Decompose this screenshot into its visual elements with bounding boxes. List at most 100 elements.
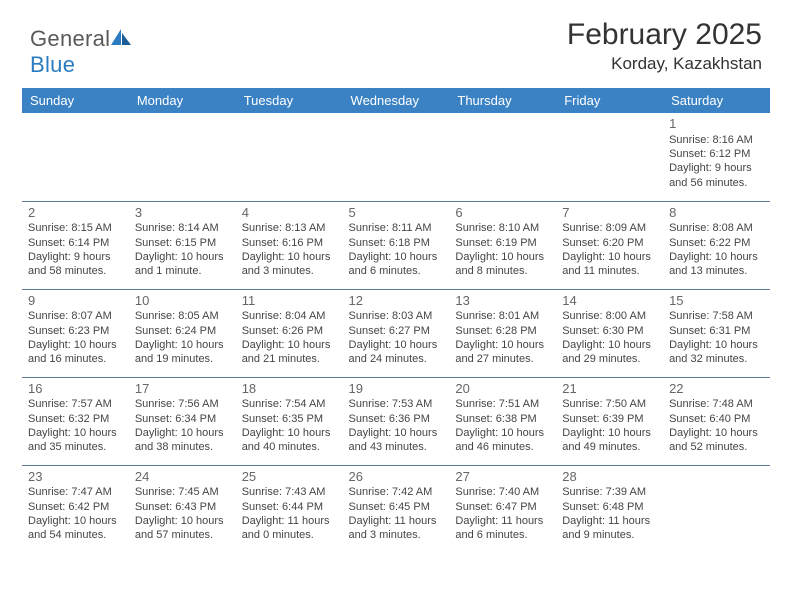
day-daylight1: Daylight: 10 hours	[135, 338, 230, 352]
day-daylight2: and 24 minutes.	[349, 352, 444, 366]
day-sunrise: Sunrise: 7:47 AM	[28, 485, 123, 499]
day-daylight2: and 49 minutes.	[562, 440, 657, 454]
day-daylight2: and 21 minutes.	[242, 352, 337, 366]
calendar-day-empty	[22, 113, 129, 201]
day-sunset: Sunset: 6:30 PM	[562, 324, 657, 338]
day-daylight1: Daylight: 10 hours	[455, 250, 550, 264]
day-daylight1: Daylight: 10 hours	[349, 338, 444, 352]
day-daylight1: Daylight: 10 hours	[562, 250, 657, 264]
day-number: 14	[562, 293, 657, 310]
day-sunrise: Sunrise: 8:01 AM	[455, 309, 550, 323]
day-sunrise: Sunrise: 7:42 AM	[349, 485, 444, 499]
calendar-day-empty	[236, 113, 343, 201]
calendar-day: 12Sunrise: 8:03 AMSunset: 6:27 PMDayligh…	[343, 289, 450, 377]
day-daylight2: and 29 minutes.	[562, 352, 657, 366]
day-number: 7	[562, 205, 657, 222]
day-number: 24	[135, 469, 230, 486]
sail-icon	[110, 28, 132, 46]
brand-logo: General Blue	[30, 18, 132, 78]
day-number: 19	[349, 381, 444, 398]
day-daylight2: and 0 minutes.	[242, 528, 337, 542]
day-sunset: Sunset: 6:27 PM	[349, 324, 444, 338]
day-number: 15	[669, 293, 764, 310]
day-daylight2: and 57 minutes.	[135, 528, 230, 542]
day-sunset: Sunset: 6:45 PM	[349, 500, 444, 514]
day-number: 10	[135, 293, 230, 310]
day-sunset: Sunset: 6:23 PM	[28, 324, 123, 338]
day-sunrise: Sunrise: 8:14 AM	[135, 221, 230, 235]
day-daylight2: and 32 minutes.	[669, 352, 764, 366]
day-number: 26	[349, 469, 444, 486]
weekday-header: Sunday	[22, 88, 129, 113]
day-daylight1: Daylight: 10 hours	[562, 338, 657, 352]
weekday-header: Tuesday	[236, 88, 343, 113]
calendar-day: 10Sunrise: 8:05 AMSunset: 6:24 PMDayligh…	[129, 289, 236, 377]
weekday-header: Friday	[556, 88, 663, 113]
day-daylight2: and 56 minutes.	[669, 176, 764, 190]
calendar-day-empty	[343, 113, 450, 201]
brand-name-a: General	[30, 26, 110, 51]
day-daylight2: and 13 minutes.	[669, 264, 764, 278]
day-number: 13	[455, 293, 550, 310]
day-number: 18	[242, 381, 337, 398]
day-daylight1: Daylight: 10 hours	[455, 426, 550, 440]
day-number: 5	[349, 205, 444, 222]
month-title: February 2025	[567, 18, 762, 52]
day-sunset: Sunset: 6:28 PM	[455, 324, 550, 338]
day-daylight2: and 6 minutes.	[349, 264, 444, 278]
day-sunset: Sunset: 6:47 PM	[455, 500, 550, 514]
day-daylight2: and 38 minutes.	[135, 440, 230, 454]
day-sunset: Sunset: 6:15 PM	[135, 236, 230, 250]
weekday-header: Monday	[129, 88, 236, 113]
day-sunrise: Sunrise: 7:53 AM	[349, 397, 444, 411]
calendar-day: 1Sunrise: 8:16 AMSunset: 6:12 PMDaylight…	[663, 113, 770, 201]
calendar-day: 13Sunrise: 8:01 AMSunset: 6:28 PMDayligh…	[449, 289, 556, 377]
calendar-day: 3Sunrise: 8:14 AMSunset: 6:15 PMDaylight…	[129, 201, 236, 289]
day-daylight1: Daylight: 10 hours	[349, 426, 444, 440]
day-daylight1: Daylight: 10 hours	[242, 426, 337, 440]
day-sunset: Sunset: 6:40 PM	[669, 412, 764, 426]
day-daylight2: and 11 minutes.	[562, 264, 657, 278]
calendar-day: 17Sunrise: 7:56 AMSunset: 6:34 PMDayligh…	[129, 377, 236, 465]
day-sunset: Sunset: 6:39 PM	[562, 412, 657, 426]
day-daylight2: and 16 minutes.	[28, 352, 123, 366]
calendar-day: 18Sunrise: 7:54 AMSunset: 6:35 PMDayligh…	[236, 377, 343, 465]
day-sunrise: Sunrise: 7:50 AM	[562, 397, 657, 411]
day-sunset: Sunset: 6:35 PM	[242, 412, 337, 426]
calendar-day: 23Sunrise: 7:47 AMSunset: 6:42 PMDayligh…	[22, 465, 129, 553]
day-daylight2: and 3 minutes.	[349, 528, 444, 542]
day-sunrise: Sunrise: 8:15 AM	[28, 221, 123, 235]
day-sunset: Sunset: 6:19 PM	[455, 236, 550, 250]
day-sunrise: Sunrise: 8:07 AM	[28, 309, 123, 323]
day-daylight1: Daylight: 10 hours	[669, 250, 764, 264]
day-daylight2: and 54 minutes.	[28, 528, 123, 542]
day-daylight2: and 27 minutes.	[455, 352, 550, 366]
day-daylight2: and 8 minutes.	[455, 264, 550, 278]
day-sunrise: Sunrise: 7:45 AM	[135, 485, 230, 499]
day-sunset: Sunset: 6:44 PM	[242, 500, 337, 514]
calendar-day: 2Sunrise: 8:15 AMSunset: 6:14 PMDaylight…	[22, 201, 129, 289]
day-number: 9	[28, 293, 123, 310]
calendar-day-empty	[129, 113, 236, 201]
calendar-day: 9Sunrise: 8:07 AMSunset: 6:23 PMDaylight…	[22, 289, 129, 377]
day-sunset: Sunset: 6:26 PM	[242, 324, 337, 338]
day-number: 16	[28, 381, 123, 398]
day-number: 27	[455, 469, 550, 486]
day-daylight2: and 58 minutes.	[28, 264, 123, 278]
day-daylight1: Daylight: 10 hours	[28, 514, 123, 528]
day-daylight2: and 1 minute.	[135, 264, 230, 278]
calendar-day: 26Sunrise: 7:42 AMSunset: 6:45 PMDayligh…	[343, 465, 450, 553]
day-daylight1: Daylight: 10 hours	[242, 338, 337, 352]
day-number: 21	[562, 381, 657, 398]
day-sunrise: Sunrise: 8:08 AM	[669, 221, 764, 235]
header: General Blue February 2025 Korday, Kazak…	[22, 18, 770, 84]
calendar-day: 16Sunrise: 7:57 AMSunset: 6:32 PMDayligh…	[22, 377, 129, 465]
day-daylight1: Daylight: 9 hours	[669, 161, 764, 175]
day-sunset: Sunset: 6:34 PM	[135, 412, 230, 426]
day-sunrise: Sunrise: 7:56 AM	[135, 397, 230, 411]
day-number: 11	[242, 293, 337, 310]
day-daylight1: Daylight: 10 hours	[349, 250, 444, 264]
calendar-day: 6Sunrise: 8:10 AMSunset: 6:19 PMDaylight…	[449, 201, 556, 289]
calendar-day: 19Sunrise: 7:53 AMSunset: 6:36 PMDayligh…	[343, 377, 450, 465]
calendar-week: 23Sunrise: 7:47 AMSunset: 6:42 PMDayligh…	[22, 465, 770, 553]
